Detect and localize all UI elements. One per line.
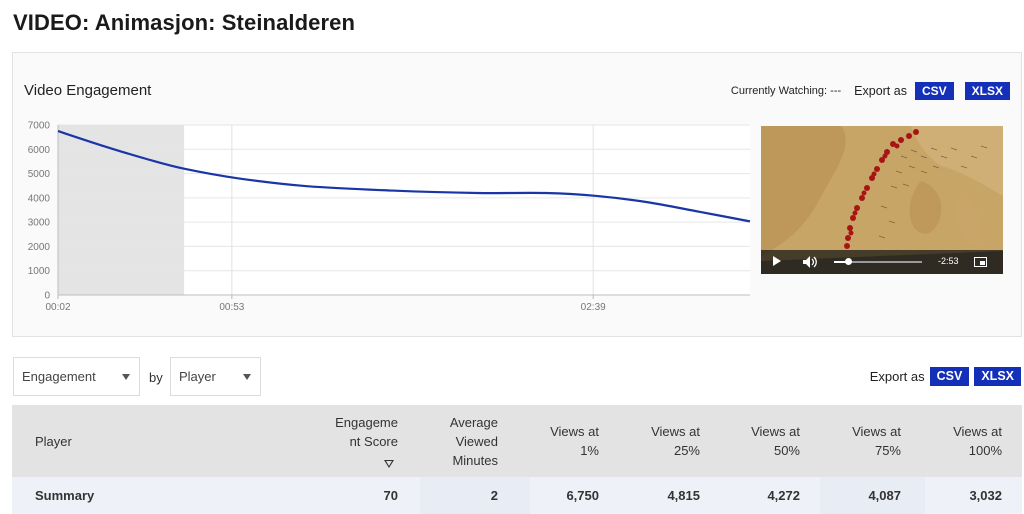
cell-player: Summary — [35, 488, 95, 503]
cell-views-1: 6,750 — [566, 488, 599, 503]
metric-select-value: Engagement — [22, 369, 96, 384]
y-tick-label: 1000 — [28, 266, 51, 277]
cell-views-75: 4,087 — [868, 488, 901, 503]
export-xlsx-button[interactable]: XLSX — [964, 82, 1010, 100]
video-progress-track[interactable] — [834, 258, 922, 265]
engagement-table: Player Engageme nt Score Average Viewed … — [12, 405, 1022, 514]
cell-views-25: 4,815 — [667, 488, 700, 503]
y-tick-label: 3000 — [28, 218, 51, 229]
x-tick-label: 00:02 — [45, 302, 70, 313]
header-views-1[interactable]: Views at 1% — [550, 424, 599, 458]
currently-watching: Currently Watching: --- — [730, 85, 842, 97]
page-title: VIDEO: Animasjon: Steinalderen — [13, 10, 356, 35]
group-by-select-value: Player — [179, 369, 216, 384]
y-tick-label: 0 — [44, 291, 50, 302]
table-header — [12, 405, 1022, 477]
video-progress-fill — [834, 261, 848, 263]
video-controls: -2:53 — [761, 250, 1003, 274]
header-views-50[interactable]: Views at 50% — [751, 424, 800, 458]
panel-export-row: Currently Watching: --- Export as CSV XL… — [731, 81, 1010, 101]
y-tick-label: 6000 — [28, 145, 51, 156]
header-player[interactable]: Player — [35, 433, 72, 449]
engagement-panel: Video Engagement Currently Watching: ---… — [12, 52, 1022, 337]
cell-engagement-score: 70 — [383, 488, 398, 503]
y-tick-label: 5000 — [28, 169, 51, 180]
play-icon[interactable] — [773, 256, 781, 266]
video-progress-handle[interactable] — [845, 258, 852, 265]
y-tick-label: 7000 — [28, 121, 51, 132]
video-frame-map — [761, 126, 1003, 274]
x-tick-label: 02:39 — [581, 302, 606, 313]
by-label: by — [149, 370, 163, 385]
header-views-100[interactable]: Views at 100% — [953, 424, 1002, 458]
panel-title: Video Engagement — [24, 82, 152, 99]
chevron-down-icon — [243, 374, 251, 380]
table-export-row: Export as CSV XLSX — [870, 366, 1021, 386]
column-stripe — [420, 477, 530, 514]
volume-icon[interactable] — [803, 256, 817, 268]
x-tick-label: 00:53 — [219, 302, 244, 313]
export-label: Export as — [854, 84, 907, 98]
column-stripe — [820, 477, 925, 514]
series-line-engagement — [57, 130, 751, 223]
engagement-chart-svg[interactable]: 0 1000 2000 3000 4000 5000 6000 7000 00:02 00:53 0… — [13, 53, 758, 338]
table-export-label: Export as — [869, 368, 925, 384]
header-average-viewed-minutes[interactable]: Average Viewed Minutes — [449, 414, 498, 468]
video-player[interactable]: -2:53 — [761, 126, 1003, 274]
header-views-25[interactable]: Views at 25% — [651, 424, 700, 458]
header-engagement-score[interactable]: Engageme nt Score — [302, 405, 398, 477]
table-row — [12, 477, 1022, 514]
export-csv-button[interactable]: CSV — [914, 82, 954, 100]
picture-in-picture-icon[interactable] — [974, 257, 987, 267]
video-remaining-time: -2:53 — [938, 256, 959, 266]
engagement-chart[interactable]: 0 1000 2000 3000 4000 5000 6000 7000 00:02 00:53 0… — [13, 53, 758, 343]
highlight-range — [58, 125, 185, 295]
chevron-down-icon — [122, 374, 130, 380]
table-export-xlsx-button[interactable]: XLSX — [974, 366, 1021, 386]
cell-average-viewed-minutes: 2 — [490, 488, 498, 503]
y-tick-label: 4000 — [28, 193, 51, 204]
header-views-75[interactable]: Views at 75% — [852, 424, 901, 458]
table-export-csv-button[interactable]: CSV — [929, 366, 970, 386]
cell-views-100: 3,032 — [969, 488, 1002, 503]
cell-views-50: 4,272 — [767, 488, 800, 503]
group-by-select[interactable]: Player — [170, 357, 261, 396]
sort-descending-icon[interactable] — [384, 459, 394, 468]
y-tick-label: 2000 — [28, 242, 51, 253]
metric-select[interactable]: Engagement — [13, 357, 140, 396]
